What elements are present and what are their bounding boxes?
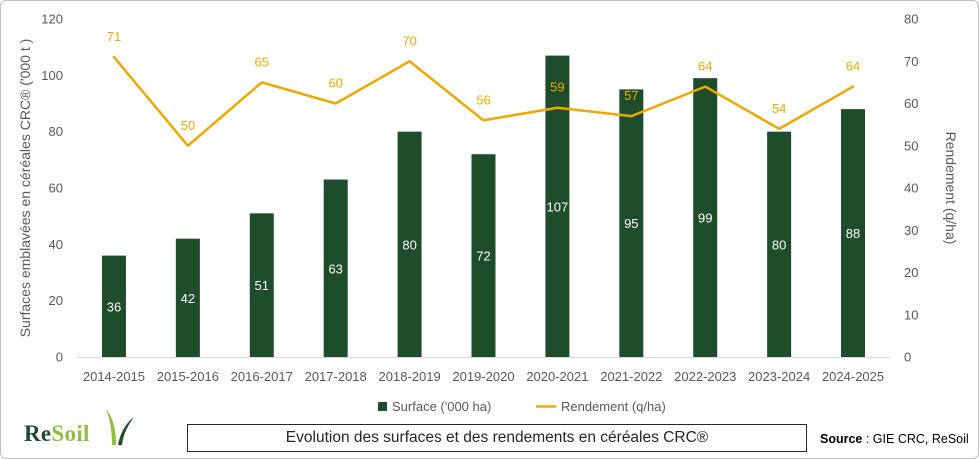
yield-data-label: 50 xyxy=(181,118,195,133)
x-tick-label: 2019-2020 xyxy=(452,369,514,384)
surface-data-label: 63 xyxy=(328,261,342,276)
surface-bar xyxy=(101,255,126,357)
x-tick-label: 2022-2023 xyxy=(674,369,736,384)
yield-data-label: 54 xyxy=(772,101,786,116)
x-tick-label: 2023-2024 xyxy=(748,369,810,384)
surface-bar xyxy=(471,154,496,357)
surface-data-label: 72 xyxy=(476,249,490,264)
y-axis-title: Surfaces emblavées en céréales CRC® ('00… xyxy=(17,39,33,338)
yield-data-label: 64 xyxy=(698,59,712,74)
surface-data-label: 80 xyxy=(772,237,786,252)
y-tick-label: 40 xyxy=(49,237,63,252)
legend-surface-label: Surface ('000 ha) xyxy=(392,399,491,414)
y-tick-label: 0 xyxy=(56,350,63,365)
surface-data-label: 99 xyxy=(698,211,712,226)
surface-bar xyxy=(249,213,274,357)
x-tick-label: 2021-2022 xyxy=(600,369,662,384)
y-tick-label: 60 xyxy=(49,181,63,196)
y2-tick-label: 80 xyxy=(904,12,918,27)
yield-data-label: 59 xyxy=(550,80,564,95)
x-tick-label: 2020-2021 xyxy=(526,369,588,384)
y2-tick-label: 30 xyxy=(904,223,918,238)
source-note: Source : GIE CRC, ReSoil xyxy=(820,432,969,446)
yield-data-label: 64 xyxy=(846,59,860,74)
surface-data-label: 51 xyxy=(255,278,269,293)
surface-data-label: 107 xyxy=(547,199,569,214)
yield-data-label: 57 xyxy=(624,88,638,103)
surface-data-label: 42 xyxy=(181,291,195,306)
surface-data-label: 36 xyxy=(107,299,121,314)
resoil-logo: ReSoil xyxy=(20,405,135,450)
y2-tick-label: 40 xyxy=(904,181,918,196)
surface-data-label: 88 xyxy=(846,226,860,241)
yield-data-label: 65 xyxy=(255,54,269,69)
yield-data-label: 70 xyxy=(402,33,416,48)
y-tick-label: 80 xyxy=(49,124,63,139)
surface-data-label: 95 xyxy=(624,216,638,231)
y2-axis-title: Rendement (q/ha) xyxy=(943,132,959,245)
surface-bar xyxy=(619,89,644,358)
surface-bar xyxy=(545,55,570,357)
yield-data-label: 71 xyxy=(107,29,121,44)
x-tick-label: 2017-2018 xyxy=(305,369,367,384)
legend-surface-swatch xyxy=(378,402,387,411)
surface-bar xyxy=(767,131,792,357)
y2-tick-label: 70 xyxy=(904,54,918,69)
yield-data-label: 60 xyxy=(328,76,342,91)
y-tick-label: 100 xyxy=(41,68,63,83)
axes: 0 20 40 60 80 100 120 0 10 20 30 40 50 60 70 80 2014-201… xyxy=(17,12,959,385)
x-tick-label: 2014-2015 xyxy=(83,369,145,384)
y2-tick-label: 50 xyxy=(904,138,918,153)
surface-bar xyxy=(323,179,348,357)
x-tick-label: 2018-2019 xyxy=(379,369,441,384)
bars: 36 42 51 63 80 72 107 95 99 80 88 xyxy=(101,55,866,358)
x-tick-label: 2024-2025 xyxy=(822,369,884,384)
y-tick-label: 20 xyxy=(49,293,63,308)
x-tick-label: 2016-2017 xyxy=(231,369,293,384)
surface-bar xyxy=(175,238,200,357)
x-tick-label: 2015-2016 xyxy=(157,369,219,384)
yield-data-label: 56 xyxy=(476,92,490,107)
legend: Surface ('000 ha) Rendement (q/ha) xyxy=(378,399,666,414)
yield-line: 71 50 65 60 70 56 59 57 64 54 64 xyxy=(107,29,860,147)
y2-tick-label: 10 xyxy=(904,307,918,322)
surface-data-label: 80 xyxy=(402,237,416,252)
surface-bar xyxy=(693,78,718,358)
y2-tick-label: 60 xyxy=(904,96,918,111)
leaf-icon xyxy=(106,409,134,445)
y2-tick-label: 20 xyxy=(904,265,918,280)
source-text: : GIE CRC, ReSoil xyxy=(862,432,969,446)
source-label: Source xyxy=(820,432,863,446)
legend-yield-label: Rendement (q/ha) xyxy=(561,399,666,414)
surface-bar xyxy=(397,131,422,357)
surface-bar xyxy=(841,109,866,357)
y2-tick-label: 0 xyxy=(904,350,911,365)
chart-title: Evolution des surfaces et des rendements… xyxy=(187,424,807,452)
y-tick-label: 120 xyxy=(41,12,63,27)
